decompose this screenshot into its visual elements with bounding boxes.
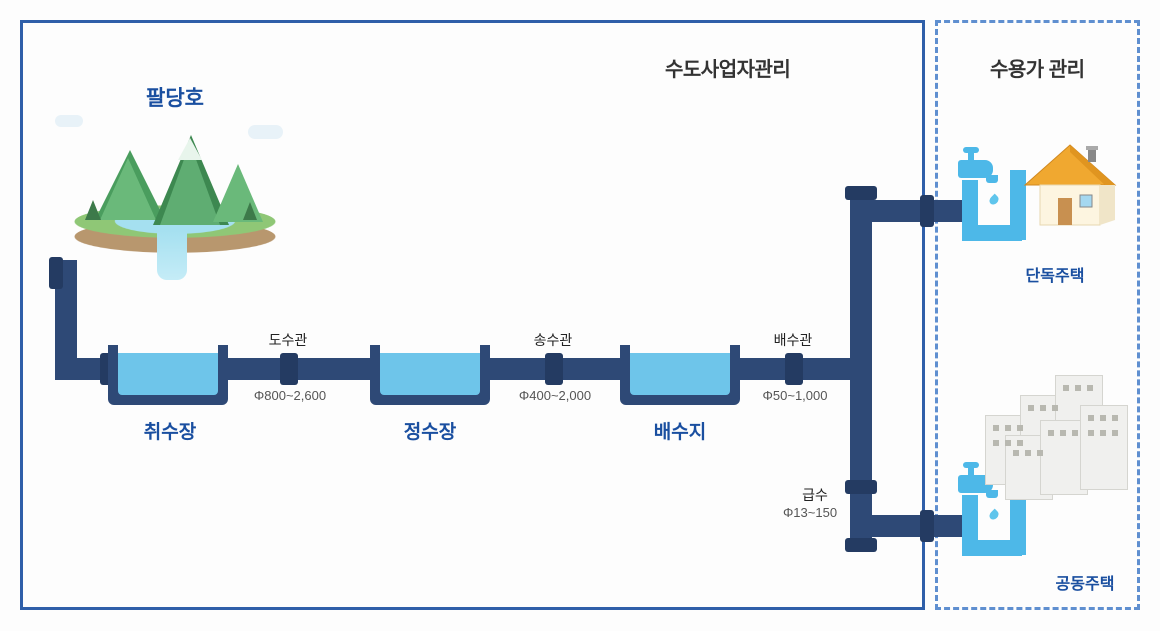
intake-label: 취수장 <box>130 417 210 444</box>
pipe-joint <box>920 510 934 542</box>
pipe-joint <box>845 538 877 552</box>
faucet-icon <box>958 150 1008 190</box>
pipe-branch-house <box>870 200 965 222</box>
pipe1-name: 도수관 <box>258 330 318 350</box>
pipe-valve <box>785 353 803 385</box>
reservoir-label: 배수지 <box>640 417 720 444</box>
single-house-label: 단독주택 <box>1005 262 1105 286</box>
intake-tank-icon <box>108 345 228 405</box>
pipe-joint <box>49 257 63 289</box>
water-source-icon <box>65 100 285 280</box>
treatment-tank-icon <box>370 345 490 405</box>
apartment-label: 공동주택 <box>1035 570 1135 594</box>
main-panel-title: 수도사업자관리 <box>665 53 790 82</box>
pipe-valve <box>845 480 877 494</box>
pipe2-diameter: Φ400~2,000 <box>505 388 605 403</box>
reservoir-tank-icon <box>620 345 740 405</box>
single-house-icon <box>1020 140 1120 230</box>
pipe-joint <box>920 195 934 227</box>
pipe-joint <box>845 186 877 200</box>
pipe-valve <box>545 353 563 385</box>
pipe3-name: 배수관 <box>763 330 823 350</box>
treatment-label: 정수장 <box>390 417 470 444</box>
apartment-icon <box>985 365 1145 505</box>
side-panel-title: 수용가 관리 <box>990 53 1085 82</box>
pipe-branch-apartment <box>870 515 965 537</box>
pipe1-diameter: Φ800~2,600 <box>240 388 340 403</box>
pipe4-diameter: Φ13~150 <box>770 505 850 520</box>
pipe-valve <box>280 353 298 385</box>
pipe4-name: 급수 <box>790 485 840 505</box>
pipe2-name: 송수관 <box>523 330 583 350</box>
pipe3-diameter: Φ50~1,000 <box>745 388 845 403</box>
